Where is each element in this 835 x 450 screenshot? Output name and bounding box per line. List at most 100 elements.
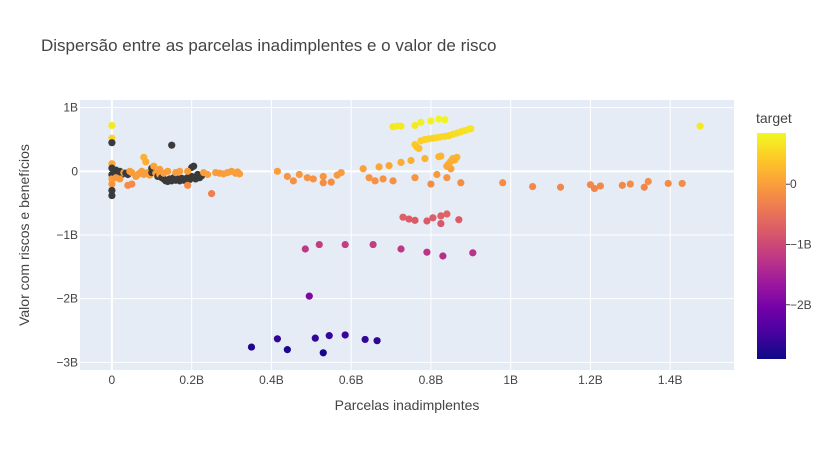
x-tick-label: 0.4B — [259, 373, 284, 387]
x-tick-label: 0.6B — [339, 373, 364, 387]
data-point — [375, 163, 383, 171]
data-point — [164, 167, 172, 175]
data-point — [337, 168, 345, 177]
data-point — [371, 177, 379, 185]
data-point — [399, 213, 407, 221]
data-point — [435, 115, 443, 123]
data-point — [437, 219, 445, 228]
data-point — [273, 335, 281, 343]
data-point — [369, 240, 377, 249]
x-tick-label: 0 — [109, 373, 116, 387]
colorbar — [757, 133, 786, 359]
data-point — [421, 154, 429, 163]
data-point — [108, 191, 116, 200]
data-point — [423, 248, 431, 256]
data-point — [305, 292, 313, 300]
data-point — [247, 343, 256, 351]
data-point — [311, 334, 319, 342]
data-point — [303, 174, 311, 182]
data-point — [618, 181, 626, 189]
data-point — [453, 153, 461, 161]
data-point — [411, 121, 419, 130]
data-point — [457, 179, 465, 187]
data-point — [283, 346, 291, 354]
data-point — [529, 183, 537, 191]
data-point — [379, 175, 387, 183]
data-point — [469, 249, 477, 257]
data-point — [325, 332, 333, 340]
colorbar-ticks: 0 −1B −2B — [786, 177, 812, 312]
data-point — [273, 167, 281, 175]
x-axis-title: Parcelas inadimplentes — [335, 397, 480, 413]
data-point — [664, 179, 672, 188]
colorbar-title: target — [756, 110, 792, 126]
data-point — [556, 183, 565, 191]
x-tick-label: 0.8B — [419, 373, 444, 387]
colorbar-tick-label: 0 — [790, 177, 797, 191]
data-point — [397, 122, 405, 130]
data-point — [327, 178, 335, 186]
data-point — [116, 175, 124, 183]
data-point — [455, 216, 463, 224]
data-point — [415, 144, 423, 152]
y-tick-label: −2B — [56, 292, 78, 306]
data-point — [433, 170, 441, 179]
data-point — [207, 190, 216, 198]
data-point — [385, 161, 393, 170]
data-point — [283, 172, 291, 181]
data-point — [423, 217, 431, 225]
data-point — [443, 210, 451, 218]
data-point — [108, 186, 116, 195]
data-point — [315, 240, 323, 249]
data-point — [397, 245, 405, 253]
data-point — [150, 162, 158, 170]
data-point — [365, 174, 373, 182]
data-point — [301, 245, 309, 253]
x-tick-label: 0.2B — [179, 373, 204, 387]
data-point — [696, 122, 704, 130]
chart-title: Dispersão entre as parcelas inadimplente… — [41, 36, 496, 55]
data-point — [427, 180, 435, 188]
data-point — [184, 181, 192, 189]
data-point — [176, 167, 184, 175]
data-point — [389, 177, 397, 185]
x-tick-label: 1.2B — [578, 373, 603, 387]
data-point — [319, 179, 327, 187]
data-point — [640, 183, 648, 191]
data-point — [108, 180, 116, 188]
data-point — [168, 141, 176, 149]
y-tick-label: 1B — [63, 101, 78, 115]
data-point — [319, 172, 327, 181]
data-point — [295, 170, 303, 179]
data-point — [341, 240, 349, 249]
data-point — [108, 121, 116, 130]
y-axis-title: Valor com riscos e benefícios — [16, 144, 32, 326]
x-axis-ticks: 0 0.2B 0.4B 0.6B 0.8B 1B 1.2B 1.4B — [109, 373, 683, 387]
data-point — [443, 174, 451, 182]
data-point — [678, 179, 686, 188]
y-axis-ticks: 1B 0 −1B −2B −3B — [56, 101, 78, 370]
data-point — [289, 177, 297, 185]
grid-lines — [80, 100, 734, 370]
data-point — [499, 179, 507, 187]
data-point — [341, 331, 349, 339]
data-point — [405, 215, 413, 223]
data-point — [128, 180, 136, 188]
data-point — [411, 174, 419, 182]
data-point — [373, 337, 381, 345]
data-point — [437, 212, 445, 220]
data-point — [142, 158, 150, 166]
data-point — [596, 182, 605, 190]
data-point — [435, 153, 443, 161]
data-point — [108, 139, 116, 147]
y-tick-label: 0 — [71, 164, 78, 178]
y-tick-label: −1B — [56, 228, 78, 242]
data-point — [319, 349, 327, 357]
data-point — [441, 116, 449, 124]
data-point — [397, 158, 405, 167]
data-point — [417, 118, 425, 126]
data-point — [644, 177, 652, 186]
data-point — [235, 170, 244, 178]
data-point — [361, 335, 369, 344]
